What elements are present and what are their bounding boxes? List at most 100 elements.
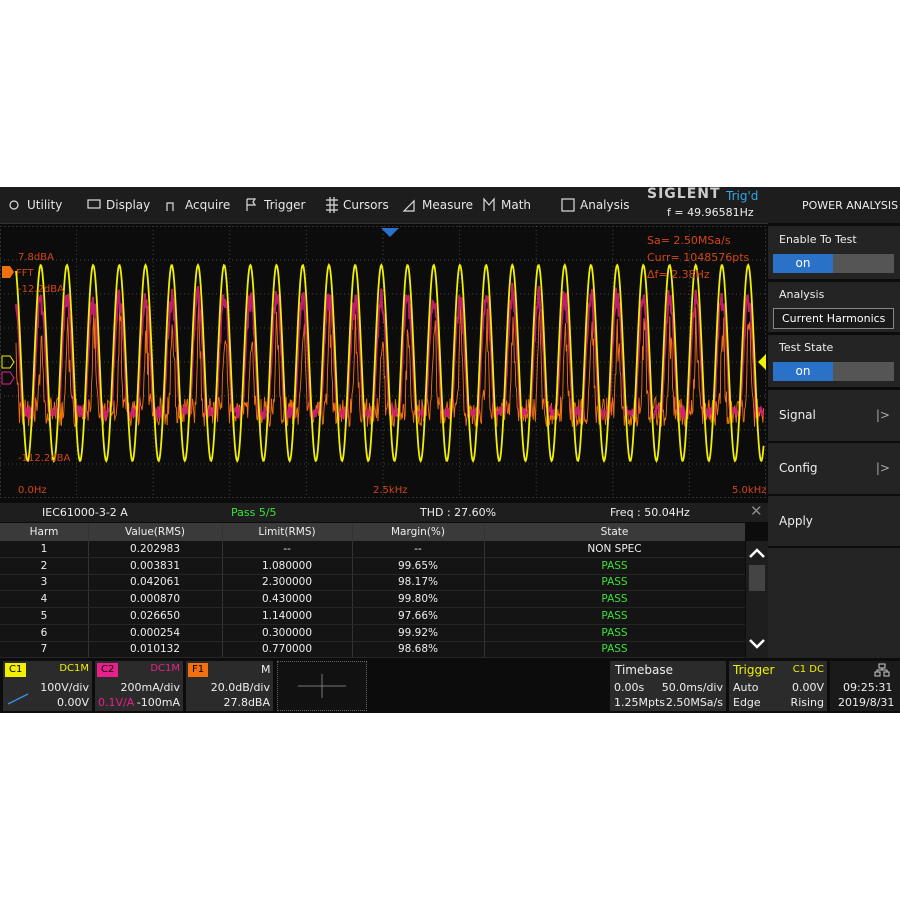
menu-button[interactable]: Signal |> (768, 390, 900, 441)
level: 0.00V (791, 681, 824, 694)
add-box[interactable] (277, 661, 367, 711)
level-label: -12.2dBA (18, 284, 64, 295)
network-icon (874, 663, 890, 677)
table-cell: 1.140000 (261, 609, 313, 622)
row-divider (0, 623, 745, 625)
table-cell: 98.17% (397, 576, 439, 589)
table-cell: 99.80% (397, 593, 439, 606)
timebase-box[interactable]: Timebase 0.00s 50.0ms/div 1.25Mpts 2.50M… (610, 661, 726, 711)
menu-item[interactable]: Measure (422, 198, 473, 212)
trigger-marker (381, 228, 399, 237)
coupling: DC1M (150, 663, 180, 674)
table-cell: PASS (601, 559, 628, 572)
column-header: State (600, 526, 629, 538)
toggle[interactable]: on (773, 254, 894, 273)
level-label: -112.2dBA (18, 453, 71, 464)
panel-header: POWER ANALYSIS (768, 187, 900, 223)
menu-item[interactable]: Math (501, 198, 532, 212)
table: Harm Value(RMS) Limit(RMS) Margin(%) State 1 0… (0, 523, 745, 659)
table-cell: PASS (601, 643, 628, 656)
toggle-value: on (773, 254, 833, 273)
axis-label: 0.0Hz (18, 485, 47, 496)
scroll-icons (749, 548, 765, 649)
table-cell: 1 (40, 543, 48, 555)
plus-icon (298, 674, 346, 698)
table-cell: 99.65% (397, 559, 439, 572)
freq: Freq : 50.04Hz (610, 506, 690, 519)
menu-icons (9, 197, 575, 213)
arrow-icon: |> (875, 461, 890, 475)
clock-box: 09:25:31 2019/8/31 (830, 661, 900, 711)
table-cell: 0.003831 (129, 559, 181, 572)
toggle-value: on (773, 362, 833, 381)
table-cell: -- (283, 543, 291, 555)
delay: 0.00s (614, 681, 645, 694)
box-title: Trigger (733, 663, 775, 677)
dropdown[interactable]: Current Harmonics (773, 308, 894, 329)
table-cell: 3 (40, 576, 48, 589)
scroll-up[interactable] (749, 548, 765, 558)
frequency: f = 49.96581Hz (667, 206, 754, 219)
waveform-area (0, 226, 766, 498)
table-cell: PASS (601, 626, 628, 639)
close-button[interactable]: ✕ (750, 502, 763, 520)
menu-bar (0, 187, 768, 224)
level-marker (758, 354, 766, 370)
table-cell: PASS (601, 593, 628, 606)
column-header-bar (0, 523, 745, 541)
acq-info: Curr= 1048576pts (647, 251, 750, 264)
row-divider (0, 590, 745, 592)
offset: -100mA (136, 696, 180, 709)
table-cell: PASS (601, 609, 628, 622)
row-divider (0, 657, 745, 659)
row-divider (0, 573, 745, 575)
column-header: Value(RMS) (124, 526, 186, 538)
level-label: 7.8dBA (18, 252, 54, 263)
scroll-down[interactable] (749, 639, 765, 649)
trigger-status: Trig'd (726, 189, 759, 203)
offset: 0.00V (56, 696, 89, 709)
toggle[interactable]: on (773, 362, 894, 381)
channel-box[interactable]: C1 DC1M 100V/div 0.00V (3, 661, 92, 711)
menu-item[interactable]: Cursors (343, 198, 389, 212)
column-header: Harm (29, 526, 59, 538)
scroll-thumb[interactable] (749, 565, 765, 591)
table-cell: 1.080000 (261, 559, 313, 572)
table-cell: PASS (601, 576, 628, 589)
menu-button[interactable]: Apply (768, 496, 900, 546)
brand: SIGLENT (647, 186, 721, 202)
table-cell: NON SPEC (587, 543, 642, 555)
table-cell: 2.300000 (261, 576, 313, 589)
coupling: DC1M (59, 663, 89, 674)
result: Pass 5/5 (231, 506, 277, 519)
type: Edge (733, 696, 761, 709)
scale: 50.0ms/div (661, 681, 723, 694)
menu-button[interactable]: Config |> (768, 443, 900, 494)
menu-item[interactable]: Analysis (580, 198, 630, 212)
rate: 2.50MSa/s (665, 696, 723, 709)
acq-info: Δf= 2.38Hz (647, 268, 710, 281)
menu-item[interactable]: Display (106, 198, 151, 212)
table-cell: -- (414, 543, 422, 555)
menu-item[interactable]: Trigger (264, 198, 306, 212)
label: Config (779, 461, 818, 475)
table-cell: 6 (40, 626, 48, 639)
trigger-box[interactable]: Trigger C1 DC Auto 0.00V Edge Rising (729, 661, 827, 711)
table-cell: 99.92% (397, 626, 439, 639)
standard: IEC61000-3-2 A (42, 506, 128, 519)
scrollbar (746, 541, 768, 658)
table-cell: 0.010132 (129, 643, 181, 656)
table-cell: 0.300000 (261, 626, 313, 639)
math-box[interactable]: F1 M 20.0dB/div 27.8dBA (186, 661, 273, 711)
menu-item[interactable]: Acquire (185, 198, 231, 212)
probe-icon (7, 693, 29, 705)
scale: 100V/div (40, 681, 89, 694)
menu-item[interactable]: Utility (27, 198, 63, 212)
table-cell: 98.68% (397, 643, 439, 656)
table-header-bar (0, 503, 768, 522)
panel-title: POWER ANALYSIS (802, 199, 899, 212)
channel-box[interactable]: C2 DC1M 200mA/div 0.1V/A -100mA (95, 661, 183, 711)
label: Apply (779, 514, 813, 528)
label: Test State (779, 341, 834, 354)
